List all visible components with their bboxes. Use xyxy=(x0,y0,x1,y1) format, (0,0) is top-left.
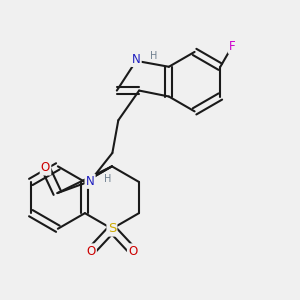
Text: O: O xyxy=(128,244,137,258)
Text: N: N xyxy=(132,53,140,66)
Text: O: O xyxy=(41,161,50,174)
Text: F: F xyxy=(229,40,236,53)
Text: N: N xyxy=(86,175,94,188)
Text: O: O xyxy=(86,244,96,258)
Text: S: S xyxy=(108,222,116,235)
Text: H: H xyxy=(149,51,157,62)
Text: H: H xyxy=(104,174,112,184)
